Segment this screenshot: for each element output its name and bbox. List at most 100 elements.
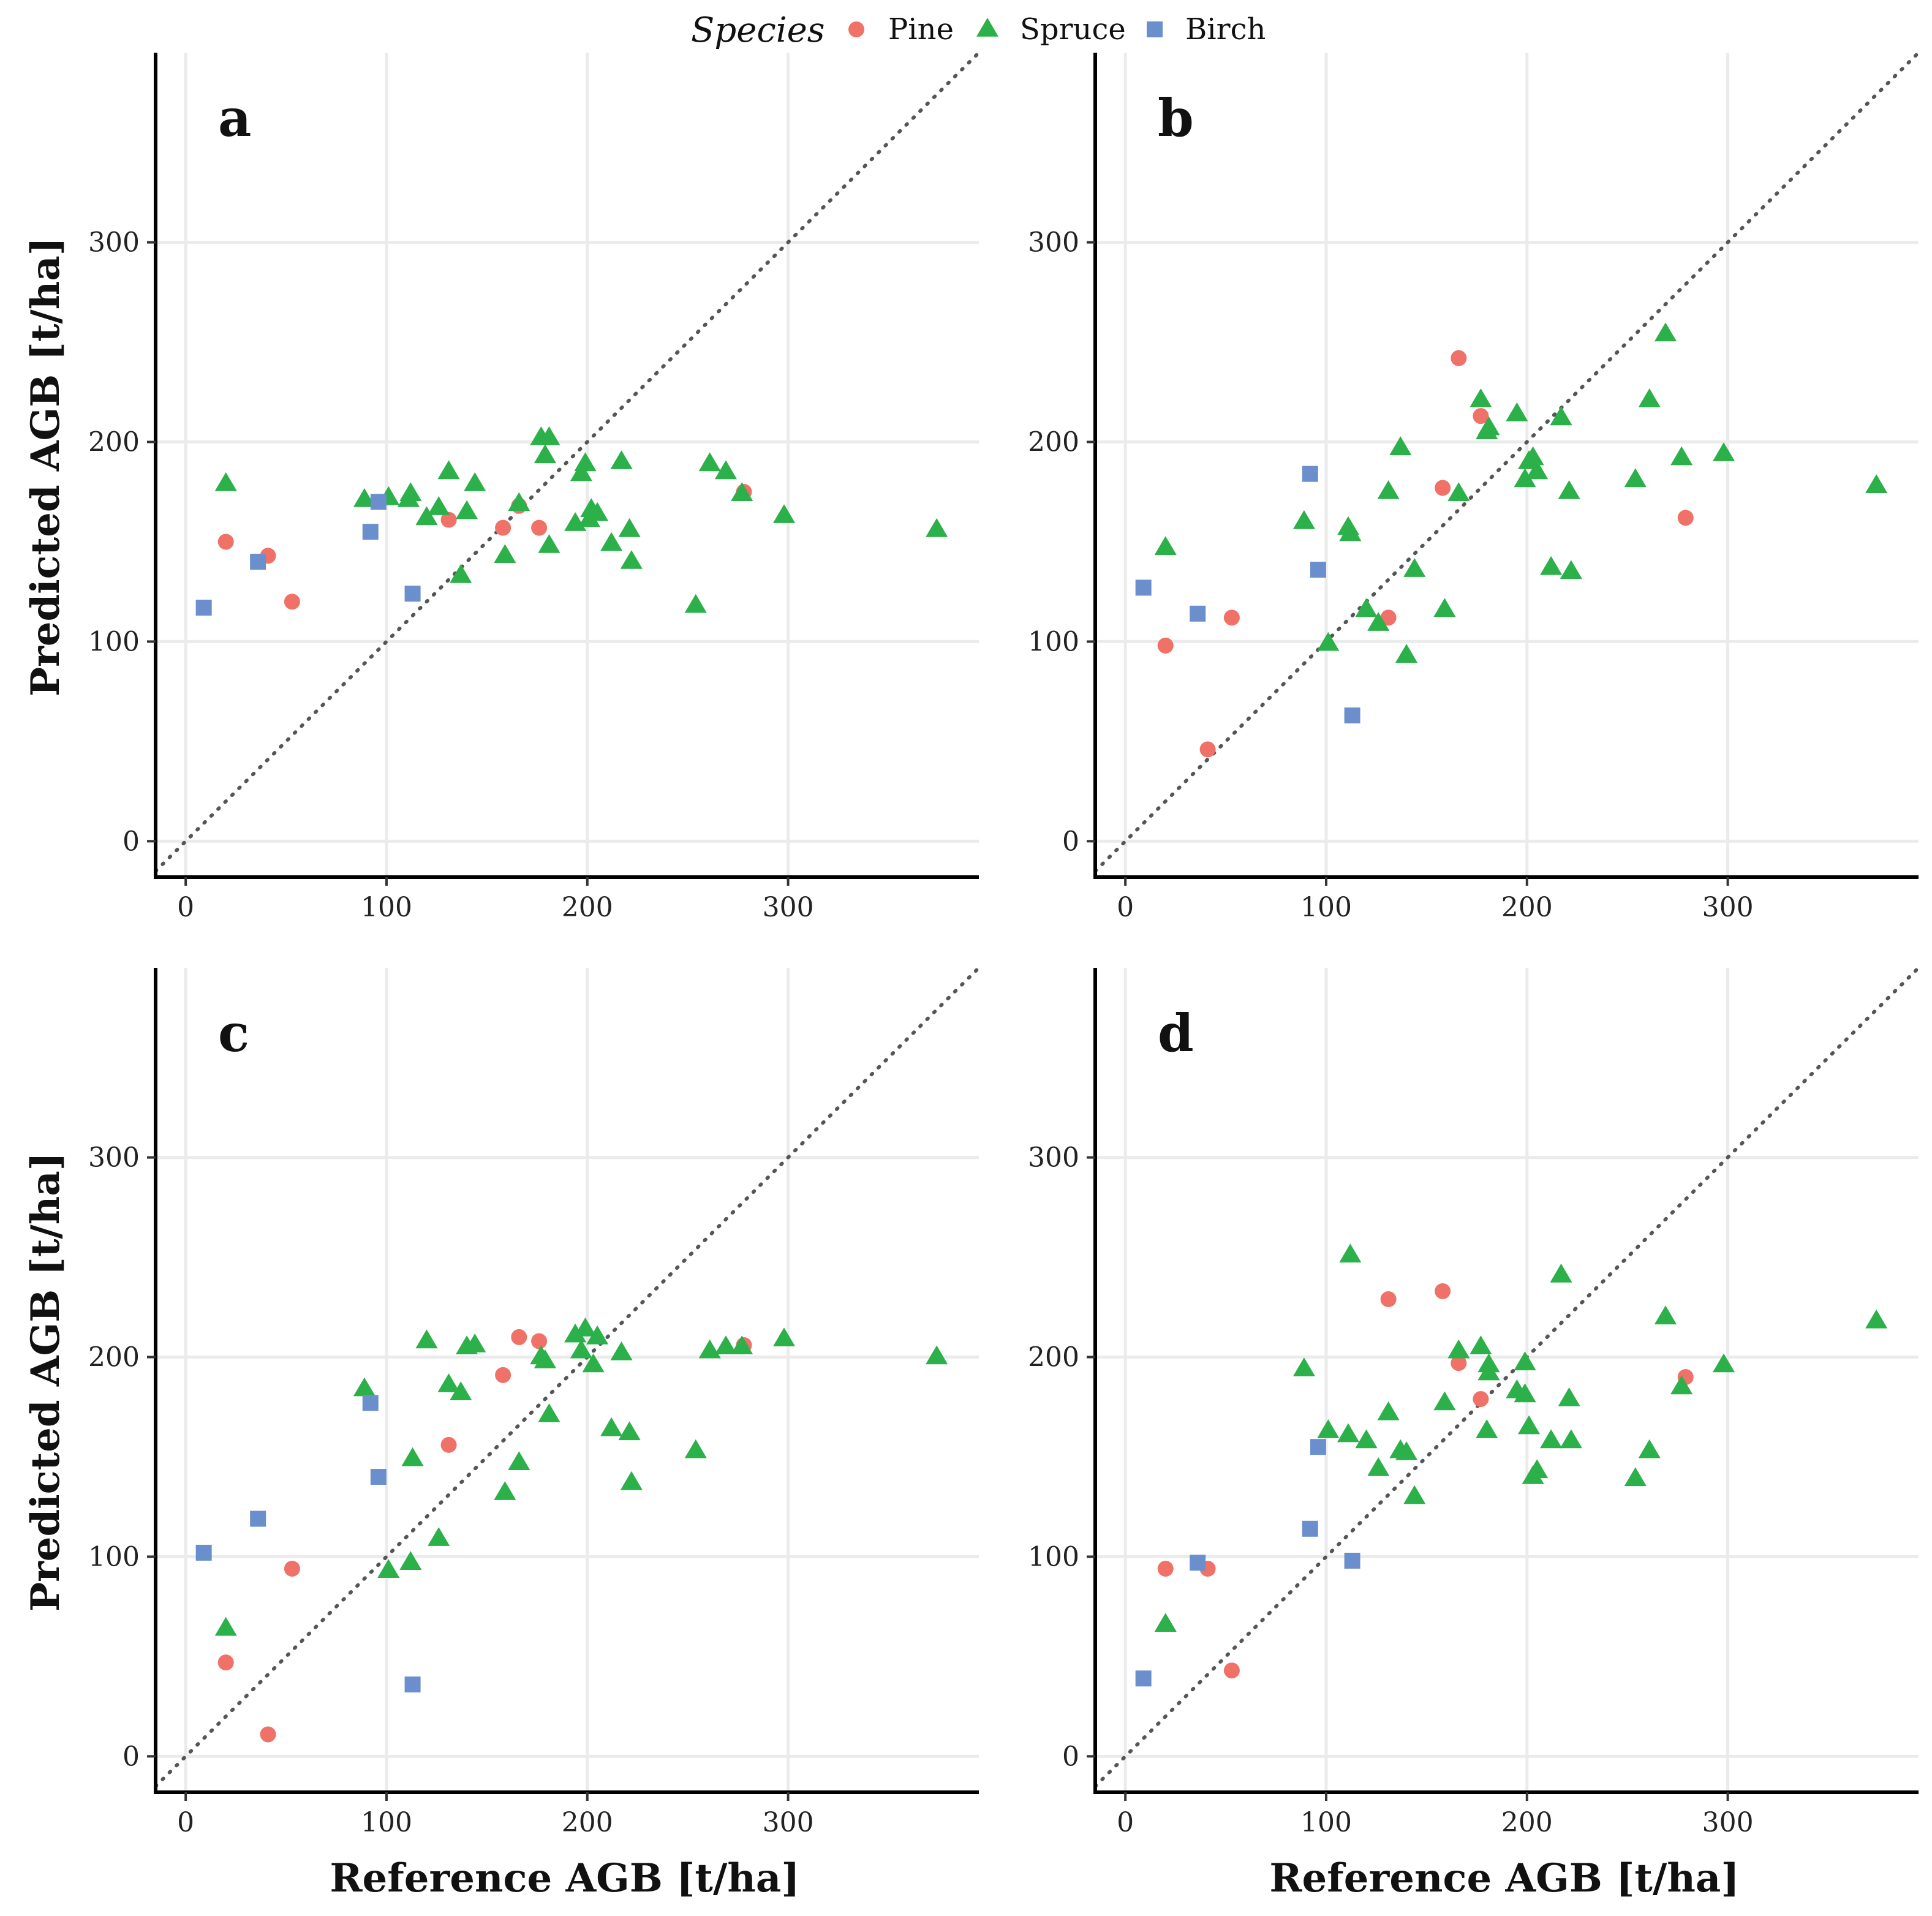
point-spruce — [1713, 1353, 1735, 1373]
point-spruce — [1713, 442, 1735, 461]
point-spruce — [1317, 1419, 1340, 1438]
x-tick-label: 100 — [1300, 892, 1352, 923]
point-spruce — [1367, 612, 1390, 631]
point-pine — [1199, 741, 1216, 758]
point-spruce — [508, 1451, 530, 1470]
y-tick-label: 100 — [1028, 1541, 1079, 1572]
point-spruce — [1154, 536, 1177, 555]
point-pine — [1435, 1283, 1451, 1299]
point-spruce — [456, 500, 478, 519]
point-birch — [1302, 466, 1318, 482]
point-spruce — [1476, 1419, 1498, 1438]
point-spruce — [538, 1403, 560, 1422]
point-spruce — [1389, 436, 1412, 456]
y-tick-label: 200 — [88, 427, 140, 458]
point-spruce — [586, 502, 609, 521]
x-tick-label: 200 — [562, 892, 613, 923]
point-spruce — [214, 472, 237, 491]
point-pine — [495, 519, 511, 536]
point-birch — [195, 600, 212, 616]
y-tick-label: 200 — [1028, 427, 1079, 458]
point-spruce — [714, 1335, 737, 1354]
legend-label-spruce: Spruce — [1020, 12, 1126, 47]
y-tick-label: 300 — [88, 1142, 140, 1174]
point-spruce — [620, 1471, 643, 1490]
y-tick-label: 0 — [1062, 1741, 1079, 1772]
x-tick-label: 300 — [763, 892, 814, 923]
point-spruce — [1558, 480, 1580, 499]
point-spruce — [1447, 1339, 1470, 1359]
point-spruce — [538, 426, 560, 445]
one-to-one-reference-line — [156, 53, 979, 873]
point-pine — [1380, 1291, 1397, 1308]
x-tick-label: 200 — [1501, 892, 1553, 923]
point-spruce — [610, 1341, 633, 1360]
point-spruce — [1339, 1243, 1362, 1263]
point-pine — [1157, 1560, 1174, 1577]
point-spruce — [415, 1329, 438, 1349]
y-tick-label: 300 — [1028, 227, 1079, 258]
point-spruce — [1550, 406, 1572, 426]
legend-entry-spruce: Spruce — [976, 12, 1126, 47]
point-spruce — [508, 492, 530, 511]
point-spruce — [428, 496, 450, 515]
point-spruce — [1522, 446, 1544, 466]
x-tick-label: 0 — [1117, 892, 1134, 923]
point-birch — [370, 494, 387, 510]
point-spruce — [773, 1327, 796, 1346]
point-spruce — [450, 1381, 472, 1400]
point-birch — [1310, 562, 1326, 578]
panel-c: 0 100 200 300 0 100 200 300 c — [88, 968, 979, 1838]
point-birch — [1344, 707, 1360, 724]
point-spruce — [1560, 560, 1582, 579]
legend-label-birch: Birch — [1185, 12, 1266, 47]
point-spruce — [1518, 1415, 1541, 1435]
point-spruce — [415, 506, 438, 526]
point-spruce — [1477, 1361, 1500, 1381]
point-spruce — [1477, 416, 1500, 436]
legend-marker-spruce — [976, 18, 998, 37]
point-spruce — [437, 1373, 460, 1392]
point-spruce — [450, 564, 472, 583]
point-pine — [1451, 1355, 1467, 1371]
x-tick-label: 0 — [177, 1807, 194, 1838]
point-spruce — [1654, 1305, 1677, 1325]
point-spruce — [620, 550, 643, 569]
point-spruce — [214, 1616, 237, 1636]
point-spruce — [570, 462, 592, 481]
y-axis-title-top: Predicted AGB [t/ha] — [23, 237, 69, 696]
y-tick-label: 0 — [123, 826, 140, 857]
point-spruce — [1292, 1357, 1315, 1376]
point-spruce — [586, 1325, 609, 1345]
point-spruce — [1403, 1485, 1426, 1504]
data-points — [1135, 322, 1888, 758]
point-spruce — [1865, 1309, 1888, 1329]
point-pine — [1677, 510, 1694, 526]
point-pine — [1223, 1662, 1240, 1679]
y-tick-label: 300 — [1028, 1142, 1079, 1174]
panel-letter: a — [218, 88, 251, 148]
point-spruce — [1339, 522, 1362, 541]
y-tick-label: 0 — [123, 1741, 140, 1772]
point-spruce — [494, 1481, 516, 1500]
point-spruce — [1550, 1263, 1572, 1283]
point-spruce — [1638, 1439, 1661, 1458]
point-birch — [1310, 1439, 1326, 1455]
point-birch — [404, 586, 421, 602]
point-spruce — [1670, 446, 1693, 466]
x-tick-label: 0 — [1117, 1807, 1134, 1838]
panel-letter: c — [218, 1003, 249, 1063]
point-spruce — [574, 1317, 597, 1337]
point-birch — [1135, 1670, 1152, 1687]
point-spruce — [618, 518, 641, 537]
point-spruce — [1367, 1457, 1390, 1476]
panel-d: 0 100 200 300 0 100 200 300 d — [1028, 968, 1919, 1838]
one-to-one-reference-line — [1095, 53, 1919, 873]
point-spruce — [1317, 632, 1340, 651]
data-points — [195, 1317, 948, 1743]
point-pine — [1223, 609, 1240, 626]
point-spruce — [464, 472, 486, 491]
point-pine — [1380, 609, 1397, 626]
point-spruce — [353, 1377, 375, 1397]
